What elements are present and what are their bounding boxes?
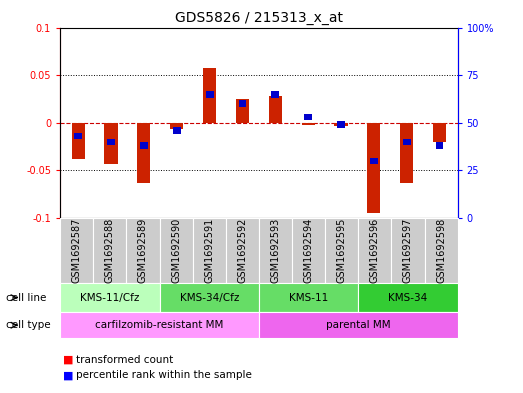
Text: cell type: cell type	[6, 320, 51, 330]
Bar	[107, 139, 115, 145]
Bar	[259, 283, 358, 312]
Bar	[160, 283, 259, 312]
Bar	[271, 91, 279, 97]
Text: GSM1692592: GSM1692592	[237, 218, 247, 283]
Text: GSM1692591: GSM1692591	[204, 218, 214, 283]
Bar	[337, 121, 345, 128]
Bar	[403, 139, 411, 145]
Text: KMS-34: KMS-34	[388, 293, 428, 303]
Bar	[105, 123, 118, 164]
Text: transformed count: transformed count	[76, 354, 173, 365]
Bar	[60, 283, 160, 312]
Bar	[436, 142, 444, 149]
Bar	[160, 218, 192, 283]
Text: parental MM: parental MM	[326, 320, 391, 330]
Bar	[60, 312, 259, 338]
Text: GSM1692590: GSM1692590	[171, 218, 181, 283]
Bar	[259, 218, 292, 283]
Bar	[269, 96, 282, 123]
Text: GSM1692589: GSM1692589	[138, 218, 148, 283]
Bar	[425, 218, 458, 283]
Text: GSM1692587: GSM1692587	[72, 218, 82, 283]
Bar	[304, 114, 312, 120]
Bar	[370, 158, 378, 164]
Text: KMS-34/Cfz: KMS-34/Cfz	[179, 293, 239, 303]
Text: cell line: cell line	[6, 293, 47, 303]
Bar	[170, 123, 184, 129]
Bar	[302, 123, 315, 125]
Bar	[236, 99, 249, 123]
Bar	[259, 312, 458, 338]
Bar	[358, 218, 391, 283]
Bar	[400, 123, 413, 183]
Bar	[138, 123, 151, 183]
Bar	[367, 123, 380, 213]
Bar	[140, 142, 148, 149]
Bar	[334, 123, 348, 126]
Bar	[325, 218, 358, 283]
Bar	[358, 283, 458, 312]
Bar	[60, 218, 93, 283]
Text: GSM1692596: GSM1692596	[370, 218, 380, 283]
Bar	[192, 218, 226, 283]
Bar	[173, 127, 181, 134]
Bar	[238, 101, 246, 107]
Text: ■: ■	[63, 354, 73, 365]
Bar	[93, 218, 127, 283]
Bar	[72, 123, 85, 159]
Bar	[226, 218, 259, 283]
Text: KMS-11/Cfz: KMS-11/Cfz	[80, 293, 140, 303]
Text: ■: ■	[63, 370, 73, 380]
Text: GSM1692588: GSM1692588	[105, 218, 115, 283]
Text: GSM1692595: GSM1692595	[337, 218, 347, 283]
Bar	[74, 133, 82, 140]
Text: GSM1692594: GSM1692594	[303, 218, 314, 283]
Text: KMS-11: KMS-11	[289, 293, 328, 303]
Text: carfilzomib-resistant MM: carfilzomib-resistant MM	[95, 320, 224, 330]
Bar	[292, 218, 325, 283]
Bar	[391, 218, 425, 283]
Text: GSM1692598: GSM1692598	[436, 218, 446, 283]
Bar	[433, 123, 446, 142]
Bar	[127, 218, 160, 283]
Text: GSM1692597: GSM1692597	[403, 218, 413, 283]
Bar	[203, 68, 216, 123]
Text: GSM1692593: GSM1692593	[270, 218, 280, 283]
Bar	[206, 91, 213, 97]
Title: GDS5826 / 215313_x_at: GDS5826 / 215313_x_at	[175, 11, 343, 25]
Text: percentile rank within the sample: percentile rank within the sample	[76, 370, 252, 380]
